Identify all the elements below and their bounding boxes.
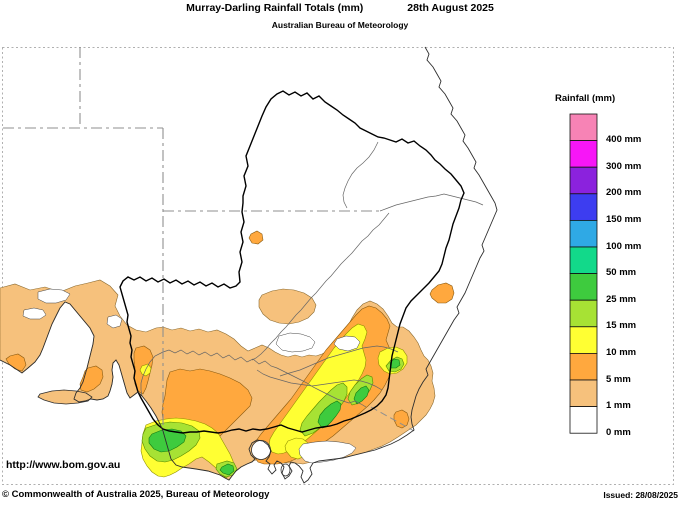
river-darling (251, 212, 390, 361)
legend-swatch-150mm (569, 193, 598, 221)
river-murray-sa (140, 351, 164, 397)
legend-swatch-5mm (569, 352, 598, 381)
rainfall-hole-corridor-east (333, 335, 361, 352)
legend-label-25mm: 25 mm (606, 294, 637, 305)
legend-swatch-10mm (569, 326, 598, 354)
legend-label-5mm: 5 mm (606, 374, 631, 385)
legend-label-100mm: 100 mm (606, 241, 642, 252)
rainfall-region-25mm-snowy (389, 358, 401, 369)
rainfall-region-5mm-eyre (5, 353, 27, 372)
legend-label-50mm: 50 mm (606, 267, 637, 278)
river-lachlan (279, 345, 399, 377)
legend-title: Rainfall (mm) (555, 93, 616, 104)
legend-swatch-1mm (569, 379, 598, 408)
river-border-rivers (379, 193, 484, 212)
rainfall-hole-corridor-west (275, 332, 316, 353)
page-title: Murray-Darling Rainfall Totals (mm) (186, 2, 364, 14)
state-border-nsw-vic (370, 406, 415, 432)
river-murrumbidgee (256, 369, 383, 391)
rainfall-hole-sa-1 (37, 288, 71, 304)
legend-swatch-300mm (569, 140, 598, 168)
legend-swatches (569, 113, 598, 434)
page-subtitle: Australian Bureau of Meteorology (271, 20, 409, 30)
legend-label-200mm: 200 mm (606, 187, 642, 198)
rainfall-hole-gippsland (298, 440, 357, 464)
header: Murray-Darling Rainfall Totals (mm) 28th… (0, 2, 680, 14)
issued-date: Issued: 28/08/2025 (603, 490, 678, 500)
legend-swatch-0mm (569, 406, 598, 434)
bom-url: http://www.bom.gov.au (6, 459, 121, 471)
legend-swatch-50mm (569, 246, 598, 275)
river-condamine (342, 141, 379, 209)
legend-swatch-200mm (569, 166, 598, 195)
rainfall-region-5mm-ne-blob (429, 282, 455, 304)
rainfall-region-25mm-otway (219, 463, 235, 476)
rainfall-region-1mm-oval (258, 288, 317, 325)
copyright-notice: © Commonwealth of Australia 2025, Bureau… (2, 489, 270, 500)
legend-label-15mm: 15 mm (606, 320, 637, 331)
legend-swatch-25mm (569, 273, 598, 301)
kangaroo-island (37, 389, 93, 405)
rainfall-hole-sa-2 (22, 307, 47, 320)
rainfall-region-25mm-band2 (353, 385, 370, 405)
western-port-bay (280, 463, 291, 477)
legend-swatch-15mm (569, 299, 598, 328)
rainfall-region-5mm-east-blob (393, 409, 410, 429)
legend-swatch-100mm (569, 219, 598, 248)
rainfall-region-25mm-sw-vic (148, 428, 187, 453)
legend-label-10mm: 10 mm (606, 347, 637, 358)
coastline (0, 46, 498, 484)
legend-swatch-400mm (569, 113, 598, 142)
map-date: 28th August 2025 (407, 2, 494, 14)
rainfall-hole-sa-3 (106, 314, 123, 329)
rainfall-region-25mm-band (317, 400, 342, 429)
legend-label-300mm: 300 mm (606, 161, 642, 172)
river-murray (162, 349, 367, 408)
port-phillip-bay (251, 440, 271, 460)
legend-label-0mm: 0 mm (606, 427, 631, 438)
legend-label-150mm: 150 mm (606, 214, 642, 225)
rainfall-region-5mm-north-blob (248, 230, 264, 245)
legend-label-1mm: 1 mm (606, 400, 631, 411)
legend-label-400mm: 400 mm (606, 134, 642, 145)
murray-darling-basin-boundary (119, 90, 465, 434)
